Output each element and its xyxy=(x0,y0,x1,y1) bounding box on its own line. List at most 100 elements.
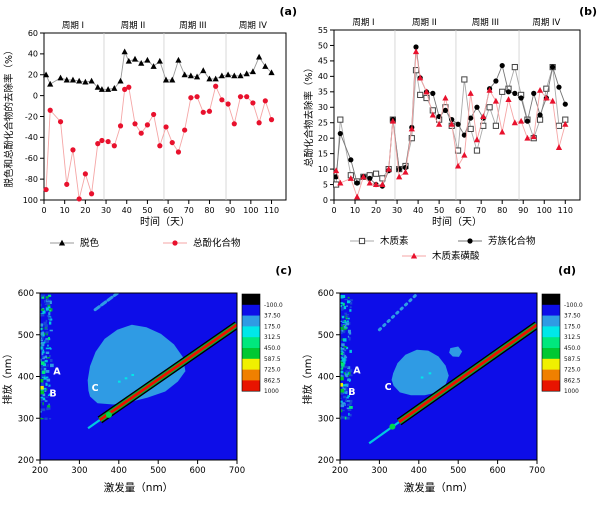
y-tick-label: 50 xyxy=(318,41,328,50)
period-label: 周期 III xyxy=(472,18,499,28)
eem-label-C: C xyxy=(385,382,392,393)
period-label: 周期 IV xyxy=(239,21,267,31)
colorbar-label: -100.0 xyxy=(564,303,583,309)
y-tick-label: 600 xyxy=(318,289,334,299)
y-tick-label: -80 xyxy=(25,175,38,184)
y-tick-label: 200 xyxy=(18,456,34,466)
colorbar: -100.0 37.50 175.0 312.5 450.0 587.5 725.0 862.… xyxy=(241,293,283,395)
panel-d-eem-plot: A B C 200 300 400 500 600 700 200 300 400 500 600 激发量（… xyxy=(300,260,600,508)
legend-label: 木质素磺酸 xyxy=(432,250,480,260)
x-tick-label: 40 xyxy=(413,206,423,215)
y-tick-label: 35 xyxy=(318,88,328,97)
eem-label-B: B xyxy=(348,387,355,398)
panel-a-decolor-phenol-chart: 60 40 20 0 -20 -40 -60 -80 100 0 10 20 30 40 50 60 70 80 9… xyxy=(0,0,300,260)
y-tick-label: 30 xyxy=(318,103,328,112)
x-tick-label: 0 xyxy=(41,206,46,215)
colorbar-label: 1000 xyxy=(564,389,579,395)
x-tick-label: 100 xyxy=(243,206,258,215)
eem-label-A: A xyxy=(353,366,361,377)
x-tick-label: 80 xyxy=(497,206,507,215)
series-2 xyxy=(333,48,569,200)
y-tick-label: 55 xyxy=(318,26,328,35)
panel-tag: (b) xyxy=(579,5,597,18)
y-axis-label: 总酚化合物去除率（%） xyxy=(303,63,315,167)
y-tick-label: 40 xyxy=(28,50,38,59)
legend-label: 芳族化合物 xyxy=(488,235,536,247)
panel-tag: (d) xyxy=(558,264,576,277)
panel-tag: (c) xyxy=(275,264,292,277)
y-tick-label: -60 xyxy=(25,154,38,163)
x-tick-label: 500 xyxy=(150,466,166,476)
y-tick-label: 400 xyxy=(318,373,334,383)
colorbar-label: 175.0 xyxy=(264,324,281,330)
x-tick-label: 400 xyxy=(111,466,127,476)
y-tick-label: 15 xyxy=(318,149,328,158)
y-tick-label: -20 xyxy=(25,112,38,121)
y-tick-label: 0 xyxy=(33,91,38,100)
legend-label: 总酚化合物 xyxy=(193,237,241,249)
chart-d: AB C 200 300 400 500 600 700 200 300 400 500 600 激发量（… xyxy=(301,264,583,494)
y-axis-label: 排放（nm） xyxy=(1,348,14,404)
x-tick-label: 0 xyxy=(331,206,336,215)
colorbar-label: 587.5 xyxy=(264,357,281,363)
y-tick-label: 600 xyxy=(18,289,34,299)
colorbar-label: 450.0 xyxy=(264,346,281,352)
plot-box xyxy=(43,32,287,201)
x-tick-label: 30 xyxy=(392,206,402,215)
colorbar-label: 37.50 xyxy=(264,314,281,320)
y-tick-label: 100 xyxy=(23,196,38,205)
x-tick-label: 20 xyxy=(80,206,90,215)
y-tick-label: 20 xyxy=(318,134,328,143)
panel-b-phenolics-chart: 0 5 10 15 20 25 30 35 40 45 50 55 0 10 20 30 40 50 60 70 80 9… xyxy=(300,0,600,260)
colorbar-label: 862.5 xyxy=(264,378,281,384)
y-tick-label: 300 xyxy=(18,414,34,424)
x-tick-label: 400 xyxy=(411,466,427,476)
colorbar-label: 312.5 xyxy=(564,335,581,341)
x-tick-label: 50 xyxy=(434,206,444,215)
x-tick-label: 110 xyxy=(558,206,573,215)
y-axis-label: 脱色和总酚化合物的去除率（%） xyxy=(3,45,15,187)
x-tick-label: 50 xyxy=(142,206,152,215)
eem-label-C: C xyxy=(92,383,99,394)
colorbar-label: 725.0 xyxy=(264,368,281,374)
colorbar-label: 450.0 xyxy=(564,346,581,352)
x-tick-label: 10 xyxy=(60,206,70,215)
panel-c-eem-plot: A B C 200 300 400 500 600 700 200 300 400 500 600 激发量（… xyxy=(0,260,300,508)
period-label: 周期 IV xyxy=(532,18,560,28)
x-axis-label: 激发量（nm） xyxy=(104,481,173,494)
y-tick-label: 200 xyxy=(318,456,334,466)
y-tick-label: 45 xyxy=(318,57,328,66)
eem-label-A: A xyxy=(53,366,61,377)
y-tick-label: 500 xyxy=(18,331,34,341)
x-tick-label: 110 xyxy=(264,206,279,215)
x-tick-label: 10 xyxy=(350,206,360,215)
x-tick-label: 30 xyxy=(101,206,111,215)
legend-label: 脱色 xyxy=(80,237,100,249)
period-label: 周期 II xyxy=(412,18,437,28)
y-tick-label: 0 xyxy=(323,196,328,205)
x-tick-label: 60 xyxy=(163,206,173,215)
x-tick-label: 100 xyxy=(537,206,552,215)
y-tick-label: 500 xyxy=(318,331,334,341)
colorbar-label: 312.5 xyxy=(264,335,281,341)
chart-b: 0 5 10 15 20 25 30 35 40 45 50 55 0 10 20 30 40 50 60 70 80 9… xyxy=(303,5,597,260)
panel-tag: (a) xyxy=(280,5,297,18)
period-label: 周期 III xyxy=(179,21,206,31)
chart-c: A B C 200 300 400 500 600 700 200 300 400 500 600 激发量（… xyxy=(1,264,292,494)
y-tick-label: 40 xyxy=(318,72,328,81)
legend-label: 木质素 xyxy=(380,235,409,247)
x-tick-label: 20 xyxy=(371,206,381,215)
x-tick-label: 200 xyxy=(332,466,348,476)
peak-c-region xyxy=(87,324,186,405)
y-tick-label: 400 xyxy=(18,373,34,383)
eem-map xyxy=(340,293,537,460)
x-axis-label: 时间（天） xyxy=(432,215,482,228)
x-tick-label: 80 xyxy=(204,206,214,215)
y-tick-label: 5 xyxy=(323,180,328,189)
x-tick-label: 60 xyxy=(455,206,465,215)
x-tick-label: 700 xyxy=(229,466,245,476)
colorbar-label: 587.5 xyxy=(564,357,581,363)
period-label: 周期 II xyxy=(121,21,146,31)
x-tick-label: 70 xyxy=(184,206,194,215)
